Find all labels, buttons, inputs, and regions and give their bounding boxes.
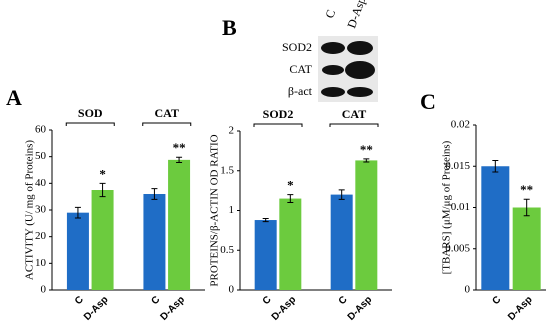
group-label: SOD2 [263,107,294,121]
error-bar [176,156,183,164]
group-label: CAT [155,106,179,120]
y-tick-label: 1.5 [220,164,234,176]
bar [143,194,166,290]
bar [512,207,541,290]
row-label: CAT [289,62,312,76]
x-tick-label: C [150,294,163,307]
bar [330,194,353,290]
error-bar [287,194,294,204]
x-tick-label: D-Asp [346,294,375,323]
y-tick-label: 60 [35,124,47,136]
significance-label: ** [520,182,533,197]
bar [168,159,191,290]
group-bracket [142,122,192,126]
error-bar [99,182,106,198]
y-tick-label: 0.01 [451,201,470,213]
group-bracket [253,123,303,127]
x-tick-label: D-Asp [506,294,535,323]
y-tick-label: 2 [229,125,235,137]
bar [355,160,378,290]
blot-image [318,36,378,102]
row-label: SOD2 [282,40,312,54]
error-bar [74,206,81,219]
y-axis-label: PROTEINS/β-ACTIN OD RATIO [209,134,221,286]
error-bar [338,189,345,200]
y-tick-label: 1 [229,204,235,216]
panel-letter: C [420,89,436,114]
y-tick-label: 0.5 [220,244,234,256]
error-bar [262,217,269,223]
group-label: CAT [342,107,366,121]
y-tick-label: 20 [35,230,47,242]
y-tick-label: 0.015 [445,160,470,172]
y-axis-label: ACTIVITY (U/ mg of Proteins) [24,140,36,280]
y-axis-label: [TBARS] (μM/μg of Proteins) [441,140,453,274]
x-tick-label: D-Asp [270,294,299,323]
x-tick-label: C [490,294,503,307]
x-tick-label: D-Asp [158,294,187,323]
panel-letter: A [6,85,22,110]
significance-label: ** [360,142,373,157]
bar [66,212,89,290]
y-tick-label: 40 [35,177,47,189]
y-tick-label: 0.02 [451,119,470,131]
lane-label: D-Asp [344,0,368,30]
group-bracket [65,122,115,126]
y-tick-label: 50 [35,150,47,162]
bar [481,166,510,290]
significance-label: ** [173,140,186,155]
x-tick-label: C [73,294,86,307]
error-bar [492,159,499,173]
error-bar [523,198,530,217]
bar [254,220,277,290]
panel-letter: B [222,15,237,40]
bar [279,198,302,290]
error-bar [363,158,370,163]
x-tick-label: D-Asp [82,294,111,323]
bar [91,190,114,290]
lane-label: C [322,8,338,20]
significance-label: * [99,166,106,181]
row-label: β-act [288,84,313,98]
group-bracket [329,123,379,127]
y-tick-label: 0 [465,284,471,296]
y-tick-label: 0 [229,284,235,296]
y-tick-label: 0 [41,284,47,296]
y-tick-label: 0.005 [445,242,470,254]
x-tick-label: C [337,294,350,307]
x-tick-label: C [261,294,274,307]
significance-label: * [287,178,294,193]
y-tick-label: 10 [35,257,47,269]
y-tick-label: 30 [35,204,47,216]
group-label: SOD [78,106,103,120]
error-bar [151,188,158,200]
